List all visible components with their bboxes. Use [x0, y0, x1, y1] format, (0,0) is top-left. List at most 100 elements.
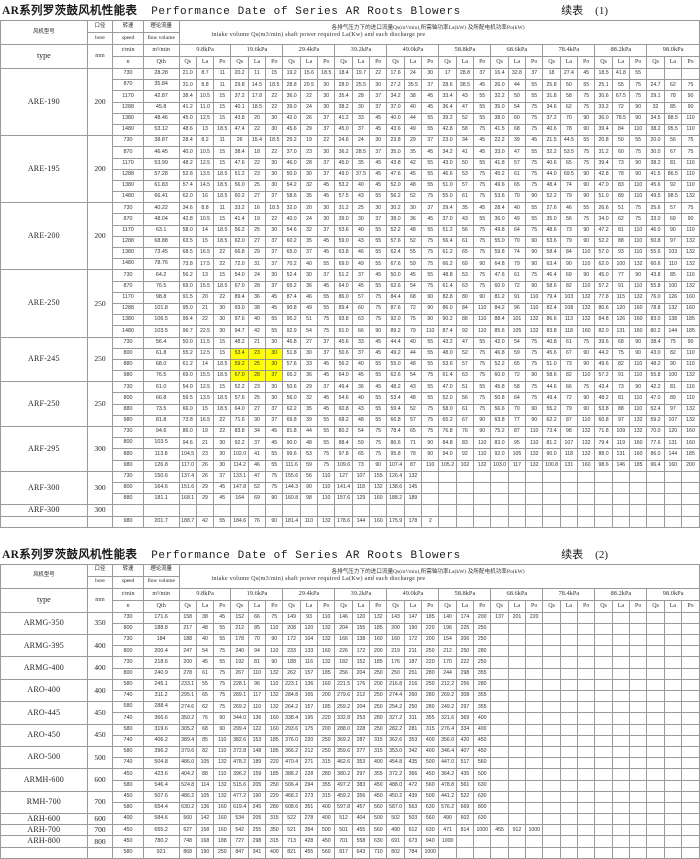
value-cell: 55 — [473, 112, 492, 125]
value-cell: 20 — [299, 202, 319, 215]
value-cell — [646, 656, 665, 669]
value-cell: 45 — [213, 611, 232, 624]
subcol-po: Po — [473, 599, 492, 613]
value-cell: 142 — [195, 813, 215, 826]
value-cell: 160 — [681, 291, 700, 304]
value-cell — [542, 701, 561, 714]
value-cell: 15 — [213, 101, 232, 114]
value-cell: 110 — [629, 235, 648, 249]
flow-volume-cell: 73.45 — [142, 246, 180, 260]
value-cell: 154 — [438, 634, 457, 647]
value-cell: 75 — [473, 235, 492, 249]
value-cell: 75 — [369, 302, 388, 316]
value-cell — [681, 768, 700, 781]
value-cell — [611, 723, 631, 736]
value-cell: 75 — [369, 291, 388, 304]
table-row: ARO-400 400 580 245.1 233.1 55 75 228.1 96 110 223… — [0, 678, 700, 703]
subcol-la: La — [195, 599, 215, 613]
value-cell: 55 — [421, 336, 440, 349]
value-cell: 40 — [195, 634, 215, 647]
value-cell: 157 — [299, 667, 319, 680]
value-cell: 37 — [421, 202, 440, 215]
value-cell: 107 — [351, 470, 371, 483]
value-cell — [594, 846, 613, 859]
value-cell: 88.5 — [663, 112, 683, 125]
subcol-qs: Qs — [334, 599, 353, 613]
value-cell — [542, 734, 561, 747]
value-cell — [594, 678, 613, 692]
table-1-spacer — [0, 528, 700, 544]
value-cell: 59.2 — [646, 414, 665, 428]
value-cell — [490, 768, 509, 781]
value-cell: 251 — [403, 667, 423, 680]
value-cell: 41.8 — [490, 157, 509, 170]
value-cell — [542, 824, 561, 837]
value-cell — [594, 493, 613, 506]
speed-cell: 730 — [112, 269, 144, 282]
table-row: ARO-500 500 580 396.2 379.6 82 110 372.8 148 185 3… — [0, 745, 700, 770]
value-cell — [681, 470, 700, 483]
value-cell: 30 — [265, 123, 284, 137]
value-cell: 55 — [213, 622, 232, 636]
value-cell: 62.4 — [386, 246, 405, 260]
value-cell: 45 — [473, 135, 492, 148]
speed-cell: 870 — [112, 146, 144, 159]
value-cell — [490, 634, 509, 647]
speed-cell: 730 — [112, 470, 144, 483]
subcol-qs: Qs — [542, 599, 561, 613]
value-cell: 288.0 — [334, 723, 353, 736]
value-cell: 82 — [611, 358, 631, 372]
value-cell: 47 — [455, 101, 475, 114]
value-cell: 344.0 — [230, 712, 249, 725]
value-cell: 200 — [178, 656, 197, 669]
value-cell: 542 — [230, 824, 249, 837]
value-cell: 168.1 — [178, 493, 197, 506]
flow-volume-cell: 48.04 — [142, 213, 180, 226]
value-cell: 67 — [663, 146, 683, 159]
value-cell — [681, 634, 700, 647]
value-cell: 122 — [247, 723, 267, 736]
table-1-title-row: AR系列罗茨鼓风机性能表 Performance Date of Series … — [0, 0, 700, 20]
value-cell: 46.0 — [646, 224, 665, 237]
value-cell: 71.6 — [230, 414, 249, 428]
header-speed-en: speed — [112, 575, 144, 589]
value-cell: 205 — [247, 813, 267, 826]
table-row: 880 113.8 104.5 23 30 102.0 41 55 99.6 53 75 97.8 65… — [1, 448, 700, 461]
value-cell: 160 — [577, 325, 596, 338]
value-cell: 43 — [351, 235, 371, 249]
value-cell: 30 — [403, 202, 423, 215]
value-cell: 55 — [265, 325, 284, 338]
value-cell: 342 — [403, 745, 423, 759]
value-cell: 25.5 — [351, 79, 371, 92]
value-cell: 50.0 — [282, 168, 301, 181]
header-flow-cn: 理论流量 — [142, 20, 180, 33]
value-cell: 37 — [351, 269, 371, 282]
value-cell: 315 — [317, 757, 336, 770]
value-cell: 26 — [195, 470, 215, 483]
value-cell: 57 — [507, 157, 527, 170]
value-cell: 75 — [473, 179, 492, 193]
value-cell: 24 — [247, 269, 267, 282]
value-cell: 67.0 — [230, 370, 249, 383]
header-banner: 各排气压力下的进口流量Qs(m³/min),所需轴功率La(kW) 及所配电机功… — [178, 563, 700, 589]
value-cell: 37 — [317, 224, 336, 237]
value-cell — [611, 768, 631, 781]
value-cell: 81 — [247, 656, 267, 669]
value-cell: 38.4 — [178, 90, 197, 103]
subcol-la: La — [455, 56, 475, 69]
value-cell — [663, 611, 683, 624]
value-cell — [525, 779, 544, 792]
value-cell: 155 — [351, 622, 371, 636]
value-cell: 185 — [369, 622, 388, 636]
value-cell: 260 — [403, 689, 423, 703]
bore-cell: 250 — [86, 336, 114, 383]
value-cell — [525, 734, 544, 747]
value-cell: 95 — [507, 437, 527, 450]
value-cell: 23.0 — [438, 135, 457, 148]
value-cell: 382.6 — [230, 734, 249, 747]
value-cell: 355 — [369, 768, 388, 781]
value-cell — [455, 846, 475, 859]
value-cell: 196 — [438, 622, 457, 636]
value-cell: 14.5 — [195, 179, 215, 193]
value-cell: 447.0 — [438, 757, 457, 770]
